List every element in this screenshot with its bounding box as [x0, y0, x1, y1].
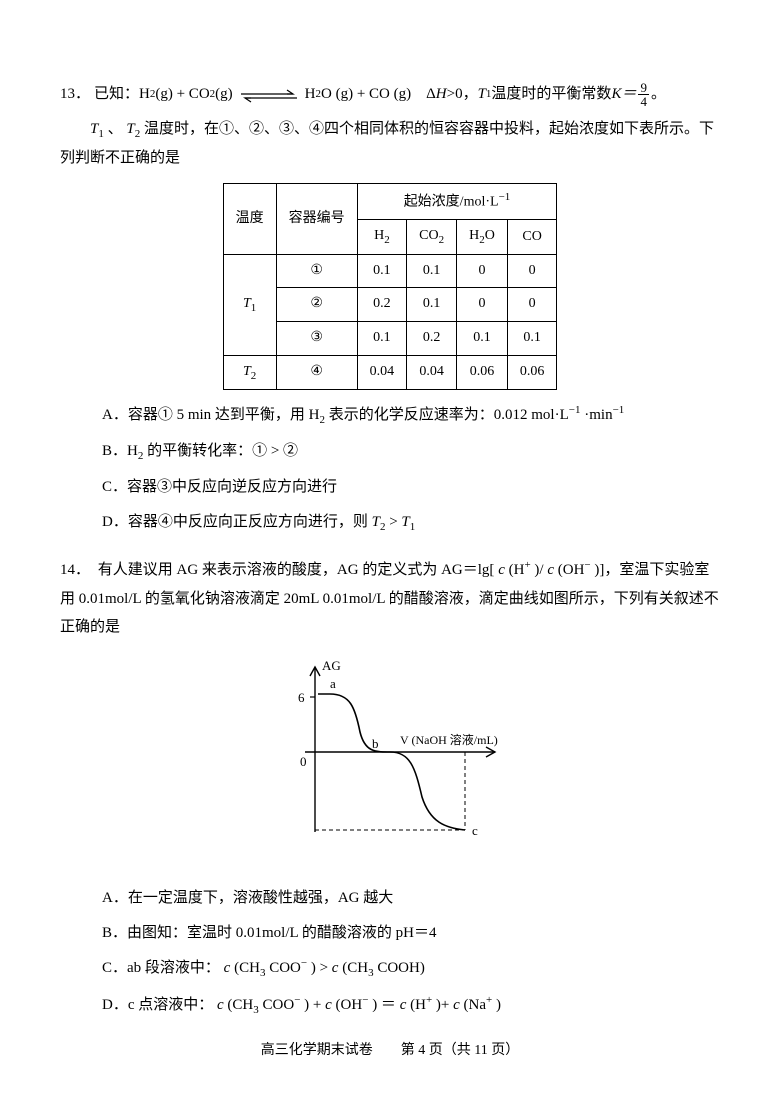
td: 0.04 [407, 355, 457, 390]
td: 0.1 [507, 322, 557, 356]
td: ① [276, 254, 357, 288]
th-col: CO2 [407, 220, 457, 255]
q13-options: A．容器① 5 min 达到平衡，用 H2 表示的化学反应速率为：0.012 m… [102, 400, 720, 537]
td: 0.1 [357, 322, 407, 356]
th-col: H2O [457, 220, 508, 255]
y-label: AG [322, 658, 341, 673]
denominator: 4 [638, 95, 649, 108]
text: T [126, 121, 134, 137]
text: 温度时的平衡常数 [491, 80, 611, 109]
fraction: 9 4 [638, 81, 649, 108]
option-d: D．容器④中反应向正反应方向进行，则 T2 > T1 [102, 508, 720, 538]
option-a: A．容器① 5 min 达到平衡，用 H2 表示的化学反应速率为：0.012 m… [102, 400, 720, 431]
question-13: 13． 已知：H2 (g) + CO2 (g) H2 O (g) + CO (g… [60, 80, 720, 537]
label-b: b [372, 736, 379, 751]
option-c: C．ab 段溶液中： c (CH3 COO− ) > c (CH3 COOH) [102, 953, 720, 984]
th-group: 起始浓度/mol·L−1 [357, 183, 557, 219]
td-t2: T2 [223, 355, 276, 390]
td: 0 [457, 254, 508, 288]
text: K＝ [611, 80, 636, 109]
td: 0.06 [507, 355, 557, 390]
option-b: B．H2 的平衡转化率：① > ② [102, 437, 720, 467]
td: 0.06 [457, 355, 508, 390]
equilibrium-arrow-icon [239, 86, 299, 102]
text: 温度时，在①、②、③、④四个相同体积的恒容容器中投料，起始浓度如下表所示。下列判… [60, 121, 714, 167]
text: (g) + CO [155, 80, 209, 109]
td: 0.1 [457, 322, 508, 356]
text: 已知：H [94, 80, 150, 109]
td: 0 [507, 288, 557, 322]
text: H [305, 80, 316, 109]
q14-para: 14． 有人建议用 AG 来表示溶液的酸度，AG 的定义式为 AG＝lg[ c … [60, 555, 720, 642]
td: ② [276, 288, 357, 322]
option-b: B．由图知：室温时 0.01mol/L 的醋酸溶液的 pH＝4 [102, 919, 720, 948]
td-t1: T1 [223, 254, 276, 355]
td: 0.1 [357, 254, 407, 288]
origin: 0 [300, 754, 307, 769]
option-a: A．在一定温度下，溶液酸性越强，AG 越大 [102, 884, 720, 913]
label-c: c [472, 823, 478, 838]
q13-table: 温度 容器编号 起始浓度/mol·L−1 H2 CO2 H2O CO T1 ① … [223, 183, 558, 390]
th-col: H2 [357, 220, 407, 255]
q13-para2: T1 、 T2 温度时，在①、②、③、④四个相同体积的恒容容器中投料，起始浓度如… [60, 115, 720, 173]
option-c: C．容器③中反应向逆反应方向进行 [102, 473, 720, 502]
td: 0 [507, 254, 557, 288]
q14-options: A．在一定温度下，溶液酸性越强，AG 越大 B．由图知：室温时 0.01mol/… [102, 884, 720, 1021]
text: (g) [215, 80, 233, 109]
text: T [478, 80, 486, 109]
td: 0.1 [407, 288, 457, 322]
page-footer: 高三化学期末试卷 第 4 页（共 11 页） [0, 1038, 780, 1065]
question-14: 14． 有人建议用 AG 来表示溶液的酸度，AG 的定义式为 AG＝lg[ c … [60, 555, 720, 1021]
x-label: V (NaOH 溶液/mL) [400, 732, 498, 747]
y-tick: 6 [298, 690, 305, 705]
th-temp: 温度 [223, 183, 276, 254]
td: ③ [276, 322, 357, 356]
td: 0.04 [357, 355, 407, 390]
td: 0.1 [407, 254, 457, 288]
text: 。 [651, 80, 666, 109]
q14-chart: AG V (NaOH 溶液/mL) 6 0 a b c [60, 652, 720, 873]
text: H [436, 80, 447, 109]
option-d: D．c 点溶液中： c (CH3 COO− ) + c (OH− ) ＝ c (… [102, 990, 720, 1021]
q13-intro: 13． 已知：H2 (g) + CO2 (g) H2 O (g) + CO (g… [60, 80, 720, 109]
th-col: CO [507, 220, 557, 255]
td: 0.2 [407, 322, 457, 356]
q13-number: 13． [60, 80, 90, 109]
text: O (g) + CO (g) Δ [321, 80, 436, 109]
q14-number: 14． [60, 562, 90, 578]
td: 0.2 [357, 288, 407, 322]
td: 0 [457, 288, 508, 322]
label-a: a [330, 676, 336, 691]
text: 、 [108, 121, 123, 137]
td: ④ [276, 355, 357, 390]
numerator: 9 [638, 81, 649, 95]
text: >0， [447, 80, 478, 109]
th-id: 容器编号 [276, 183, 357, 254]
